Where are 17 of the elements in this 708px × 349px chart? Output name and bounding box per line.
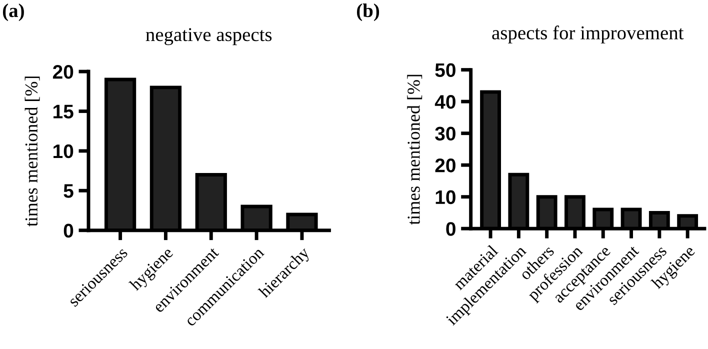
y-tick-label: 0 xyxy=(64,224,74,238)
y-tick-label: 20 xyxy=(52,65,74,79)
y-tick-label: 40 xyxy=(434,95,456,109)
text: (a) xyxy=(2,3,24,22)
chart-title: aspects for improvement xyxy=(492,26,684,44)
y-axis-title: times mentioned [%] xyxy=(24,76,40,226)
y-tick-label: 10 xyxy=(54,144,74,158)
y-tick-label: 10 xyxy=(436,190,456,204)
y-tick-label: 0 xyxy=(446,222,456,236)
text: (b) xyxy=(356,3,380,22)
y-tick-label: 50 xyxy=(435,63,456,78)
chart-title: negative aspects xyxy=(146,28,272,46)
y-tick-label: 20 xyxy=(435,158,456,172)
y-tick-label: 15 xyxy=(54,104,74,118)
y-tick-label: 30 xyxy=(435,126,456,141)
y-tick-label: 5 xyxy=(64,184,74,198)
y-axis-title: times mentioned [%] xyxy=(407,74,422,225)
